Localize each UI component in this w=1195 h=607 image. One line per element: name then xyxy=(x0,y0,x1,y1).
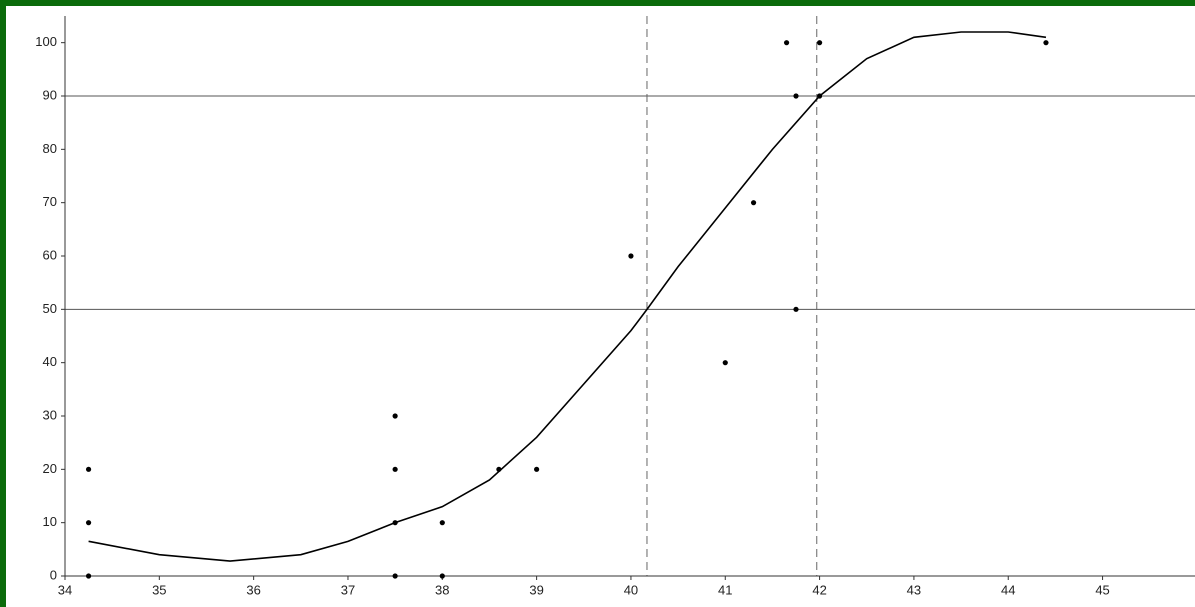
y-tick-label: 10 xyxy=(43,514,57,529)
y-tick-label: 30 xyxy=(43,407,57,422)
y-tick-label: 100 xyxy=(35,34,57,49)
data-point xyxy=(496,466,502,472)
x-tick-label: 45 xyxy=(1095,582,1109,597)
data-point xyxy=(392,413,398,419)
y-tick-label: 40 xyxy=(43,354,57,369)
x-tick-label: 43 xyxy=(907,582,921,597)
data-point xyxy=(816,93,823,99)
data-point xyxy=(439,573,445,579)
x-tick-label: 37 xyxy=(341,582,355,597)
data-point xyxy=(750,200,757,206)
x-tick-label: 42 xyxy=(812,582,826,597)
data-point xyxy=(1043,40,1049,46)
data-point xyxy=(534,466,540,472)
x-tick-label: 40 xyxy=(624,582,638,597)
data-point xyxy=(816,40,823,46)
x-tick-label: 36 xyxy=(246,582,260,597)
plot-background xyxy=(6,6,1195,607)
fitted-curve xyxy=(88,31,1047,562)
y-tick-label: 90 xyxy=(43,87,57,102)
y-tick-label: 20 xyxy=(43,461,57,476)
y-tick-label: 50 xyxy=(43,301,57,316)
data-point xyxy=(722,360,728,366)
data-point xyxy=(85,466,92,472)
x-tick-label: 34 xyxy=(58,582,72,597)
data-point xyxy=(628,253,634,259)
data-point xyxy=(392,466,398,472)
data-point xyxy=(439,520,445,526)
y-tick-label: 0 xyxy=(50,567,57,582)
x-tick-label: 39 xyxy=(529,582,543,597)
data-point xyxy=(85,520,92,526)
x-tick-label: 41 xyxy=(718,582,732,597)
data-point xyxy=(392,520,398,526)
data-point xyxy=(783,40,790,46)
data-point xyxy=(392,573,398,579)
y-tick-label: 80 xyxy=(43,141,57,156)
x-tick-label: 44 xyxy=(1001,582,1015,597)
y-tick-label: 60 xyxy=(43,247,57,262)
data-point xyxy=(793,93,799,99)
data-point xyxy=(85,573,92,579)
data-point xyxy=(793,306,799,312)
x-tick-label: 38 xyxy=(435,582,449,597)
y-tick-label: 70 xyxy=(43,194,57,209)
x-tick-label: 35 xyxy=(152,582,166,597)
